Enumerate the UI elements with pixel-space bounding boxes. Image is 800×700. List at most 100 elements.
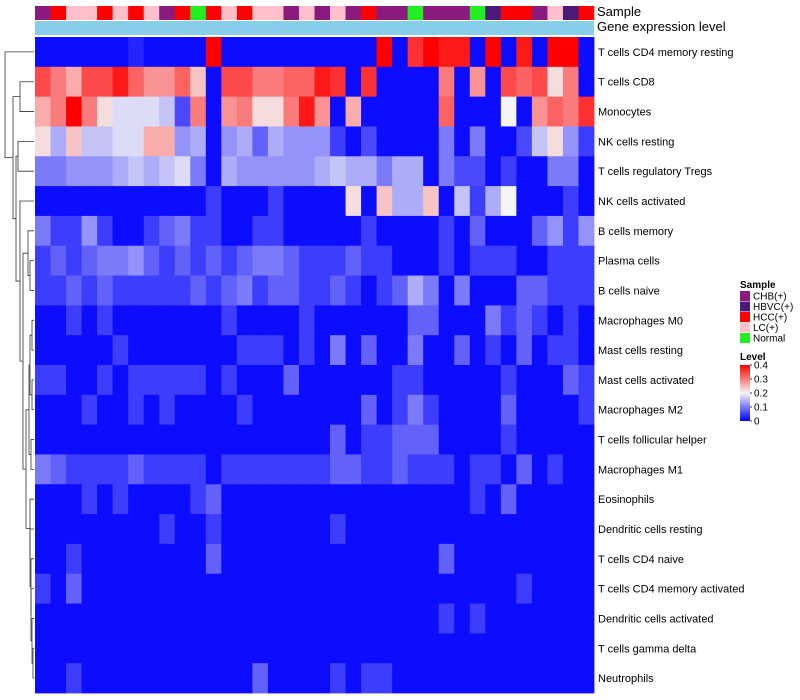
heatmap-cell [531,424,548,455]
heatmap-cell [81,484,98,515]
heatmap-cell [174,603,191,634]
legend-swatch-lc [740,322,750,333]
heatmap-cell [423,215,440,247]
heatmap-cell [267,66,284,98]
heatmap-cell [407,603,424,634]
heatmap-cell [283,543,300,575]
heatmap-cell [66,633,82,664]
heatmap-cell [392,514,409,545]
heatmap-cell [485,454,502,485]
heatmap-cell [283,37,300,68]
heatmap-cell [578,275,595,306]
heatmap-cell [112,603,129,634]
dendrogram-branch [19,81,34,112]
sample-track-label: Sample [597,4,641,19]
heatmap-cell [236,394,253,426]
heatmap-cell [112,633,129,664]
heatmap-cell [81,186,98,217]
heatmap-cell [252,543,269,575]
sample-cell [547,6,564,20]
heatmap-cell [345,573,362,604]
heatmap-cell [267,37,284,68]
sample-cell [174,6,191,20]
heatmap-cell [376,156,393,187]
heatmap-cell [221,543,238,575]
heatmap-cell [97,96,114,127]
heatmap-cell [283,245,300,276]
heatmap-cell [469,335,486,366]
heatmap-cell [376,215,393,247]
heatmap-cell [112,126,129,157]
row-label: T cells regulatory Tregs [598,166,713,178]
heatmap-cell [66,96,82,127]
heatmap-cell [376,484,393,515]
heatmap-cell [423,484,440,515]
heatmap-cell [97,275,114,306]
heatmap-cell [361,245,378,276]
heatmap-cell [221,305,238,336]
heatmap-cell [112,424,129,455]
heatmap-cell [112,573,129,604]
heatmap-cell [159,156,176,187]
heatmap-cell [159,305,176,336]
heatmap-cell [236,454,253,485]
heatmap-cell [143,394,160,426]
heatmap-cell [578,424,595,455]
heatmap-cell [500,335,517,366]
heatmap-cell [407,365,424,396]
heatmap-cell [361,37,378,68]
sample-legend: Sample CHB(+)HBVC(+)HCC(+)LC(+)Normal [740,280,793,345]
heatmap-cells [35,37,595,694]
sample-cell [35,6,51,20]
heatmap-cell [407,573,424,604]
heatmap-cell [252,245,269,276]
heatmap-cell [562,215,579,247]
heatmap-cell [298,454,315,485]
heatmap-cell [50,603,67,634]
heatmap-cell [298,245,315,276]
heatmap-cell [174,126,191,157]
heatmap-cell [81,335,98,366]
heatmap-cell [454,126,471,157]
heatmap-cell [35,335,51,366]
heatmap-cell [376,186,393,217]
heatmap-cell [469,454,486,485]
legend-label-chb: CHB(+) [753,292,787,303]
heatmap-cell [531,275,548,306]
heatmap-cell [578,305,595,336]
heatmap-cell [562,275,579,306]
heatmap-cell [66,573,82,604]
heatmap-cell [159,663,176,694]
heatmap-cell [190,603,207,634]
heatmap-cell [267,603,284,634]
heatmap-cell [438,186,455,217]
heatmap-cell [35,186,51,217]
heatmap-cell [50,543,67,575]
heatmap-cell [438,365,455,396]
heatmap-cell [578,96,595,127]
heatmap-cell [407,96,424,127]
heatmap-cell [438,424,455,455]
heatmap-cell [516,37,533,68]
heatmap-cell [252,186,269,217]
heatmap-cell [267,335,284,366]
sample-annotation-track [35,6,595,20]
heatmap-cell [112,454,129,485]
heatmap-cell [221,663,238,694]
heatmap-cell [330,365,346,396]
row-dendrogram [4,51,34,679]
dendrogram-branch [29,260,34,291]
heatmap-cell [314,365,331,396]
row-label: Macrophages M2 [598,405,683,417]
sample-cell [112,6,129,20]
heatmap-cell [361,663,378,694]
heatmap-cell [236,245,253,276]
heatmap-cell [485,156,502,187]
heatmap-cell [438,514,455,545]
row-label: T cells follicular helper [598,435,707,447]
heatmap-cell [128,543,145,575]
heatmap-cell [376,394,393,426]
heatmap-cell [143,663,160,694]
heatmap-cell [97,305,114,336]
heatmap-cell [66,275,82,306]
